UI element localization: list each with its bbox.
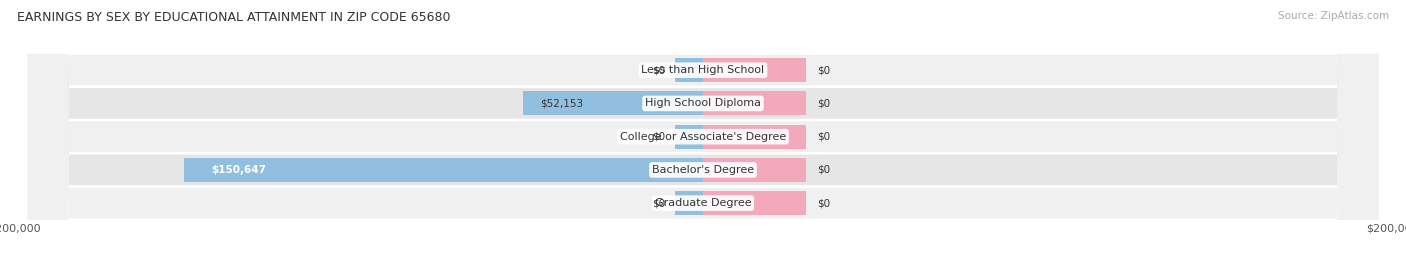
Bar bbox=[703, 191, 807, 215]
FancyBboxPatch shape bbox=[28, 0, 1378, 268]
Text: Less than High School: Less than High School bbox=[641, 65, 765, 75]
Text: $0: $0 bbox=[652, 132, 665, 142]
Bar bbox=[184, 158, 703, 182]
Text: $150,647: $150,647 bbox=[212, 165, 267, 175]
Text: Graduate Degree: Graduate Degree bbox=[655, 198, 751, 208]
Text: $0: $0 bbox=[817, 98, 830, 109]
FancyBboxPatch shape bbox=[28, 0, 1378, 268]
FancyBboxPatch shape bbox=[28, 0, 1378, 268]
FancyBboxPatch shape bbox=[28, 0, 1378, 268]
Text: $0: $0 bbox=[817, 132, 830, 142]
Bar bbox=[675, 125, 703, 149]
Bar bbox=[675, 191, 703, 215]
Bar bbox=[703, 91, 807, 116]
Text: $0: $0 bbox=[652, 65, 665, 75]
Text: High School Diploma: High School Diploma bbox=[645, 98, 761, 109]
Bar bbox=[523, 91, 703, 116]
Text: Bachelor's Degree: Bachelor's Degree bbox=[652, 165, 754, 175]
Text: Source: ZipAtlas.com: Source: ZipAtlas.com bbox=[1278, 11, 1389, 21]
Bar bbox=[703, 158, 807, 182]
Bar bbox=[703, 125, 807, 149]
Text: $0: $0 bbox=[817, 198, 830, 208]
FancyBboxPatch shape bbox=[28, 0, 1378, 268]
Bar bbox=[675, 58, 703, 82]
Text: $0: $0 bbox=[817, 65, 830, 75]
Text: College or Associate's Degree: College or Associate's Degree bbox=[620, 132, 786, 142]
Text: $0: $0 bbox=[652, 198, 665, 208]
Text: $52,153: $52,153 bbox=[540, 98, 583, 109]
Bar bbox=[703, 58, 807, 82]
Text: EARNINGS BY SEX BY EDUCATIONAL ATTAINMENT IN ZIP CODE 65680: EARNINGS BY SEX BY EDUCATIONAL ATTAINMEN… bbox=[17, 11, 450, 24]
Text: $0: $0 bbox=[817, 165, 830, 175]
